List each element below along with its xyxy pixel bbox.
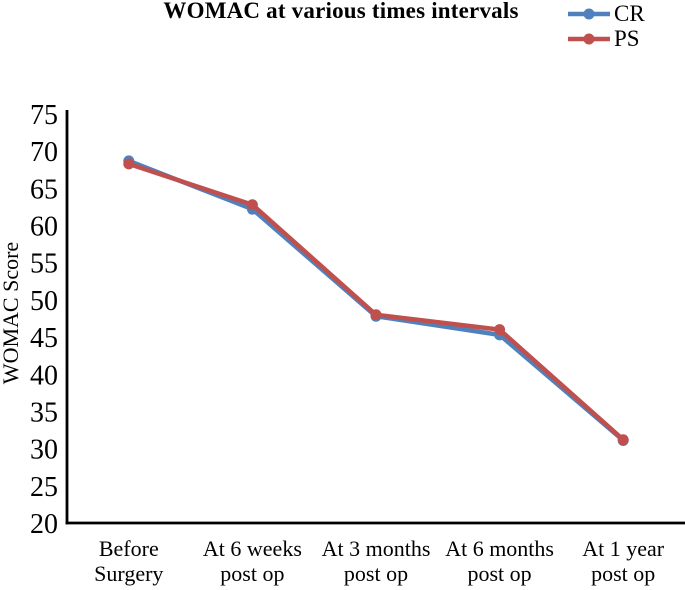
y-tick-label-35: 35 — [30, 397, 58, 428]
legend-label-ps: PS — [614, 26, 640, 51]
y-tick-label-60: 60 — [30, 212, 58, 243]
chart-legend: CR PS — [566, 1, 645, 51]
x-category-label-3: At 6 months post op — [445, 536, 554, 586]
data-point-ps-0 — [123, 158, 135, 170]
data-point-ps-3 — [494, 324, 506, 336]
legend-marker-cr-icon — [568, 8, 610, 19]
x-category-label-0: Before Surgery — [94, 536, 163, 586]
legend-item-cr: CR — [566, 1, 645, 26]
legend-marker-ps-icon — [568, 33, 610, 44]
x-category-label-2: At 3 months post op — [322, 536, 431, 586]
y-tick-label-70: 70 — [30, 137, 58, 168]
x-category-label-4: At 1 year post op — [582, 536, 665, 586]
y-tick-label-50: 50 — [30, 286, 58, 317]
y-tick-label-75: 75 — [30, 100, 58, 131]
data-point-ps-2 — [370, 309, 382, 321]
y-tick-label-40: 40 — [30, 360, 58, 391]
y-tick-label-65: 65 — [30, 174, 58, 205]
x-category-label-1: At 6 weeks post op — [203, 536, 302, 586]
y-tick-label-55: 55 — [30, 249, 58, 280]
y-tick-label-45: 45 — [30, 323, 58, 354]
chart-title: WOMAC at various times intervals — [163, 0, 519, 23]
legend-item-ps: PS — [566, 26, 645, 51]
y-axis-title: WOMAC Score — [0, 242, 23, 384]
y-tick-label-20: 20 — [30, 509, 58, 540]
data-point-ps-1 — [246, 199, 258, 211]
series-line-ps — [126, 161, 626, 442]
legend-label-cr: CR — [614, 1, 645, 26]
y-tick-label-25: 25 — [30, 472, 58, 503]
data-point-ps-4 — [617, 434, 629, 446]
series-line-cr — [126, 158, 626, 443]
y-tick-label-30: 30 — [30, 435, 58, 466]
